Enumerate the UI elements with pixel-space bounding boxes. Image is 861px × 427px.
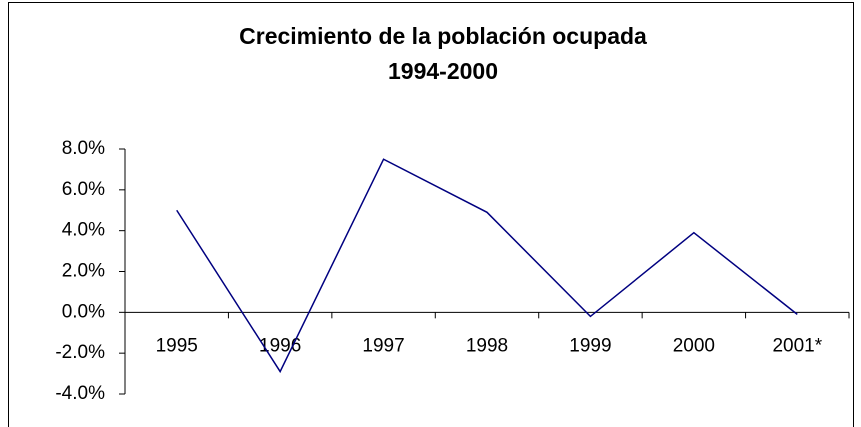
y-tick-label: 6.0%	[62, 179, 105, 200]
y-tick-label: -4.0%	[55, 383, 105, 404]
y-tick-label: 4.0%	[62, 220, 105, 241]
y-tick-label: 8.0%	[62, 138, 105, 159]
x-tick-label: 1999	[569, 335, 611, 356]
y-tick-label: 0.0%	[62, 301, 105, 322]
x-tick-label: 1996	[259, 335, 301, 356]
data-line	[176, 158, 798, 374]
x-tick-label: 1997	[362, 335, 404, 356]
x-tick-label: 1995	[156, 335, 198, 356]
x-tick-label: 1998	[466, 335, 508, 356]
chart-title: Crecimiento de la población ocupada	[239, 23, 647, 49]
x-tick-label: 2000	[673, 335, 715, 356]
x-tick-label: 2001*	[772, 335, 822, 356]
y-tick-label: 2.0%	[62, 261, 105, 282]
chart-border	[8, 2, 854, 427]
y-tick-label: -2.0%	[55, 342, 105, 363]
chart-subtitle: 1994-2000	[388, 58, 498, 84]
